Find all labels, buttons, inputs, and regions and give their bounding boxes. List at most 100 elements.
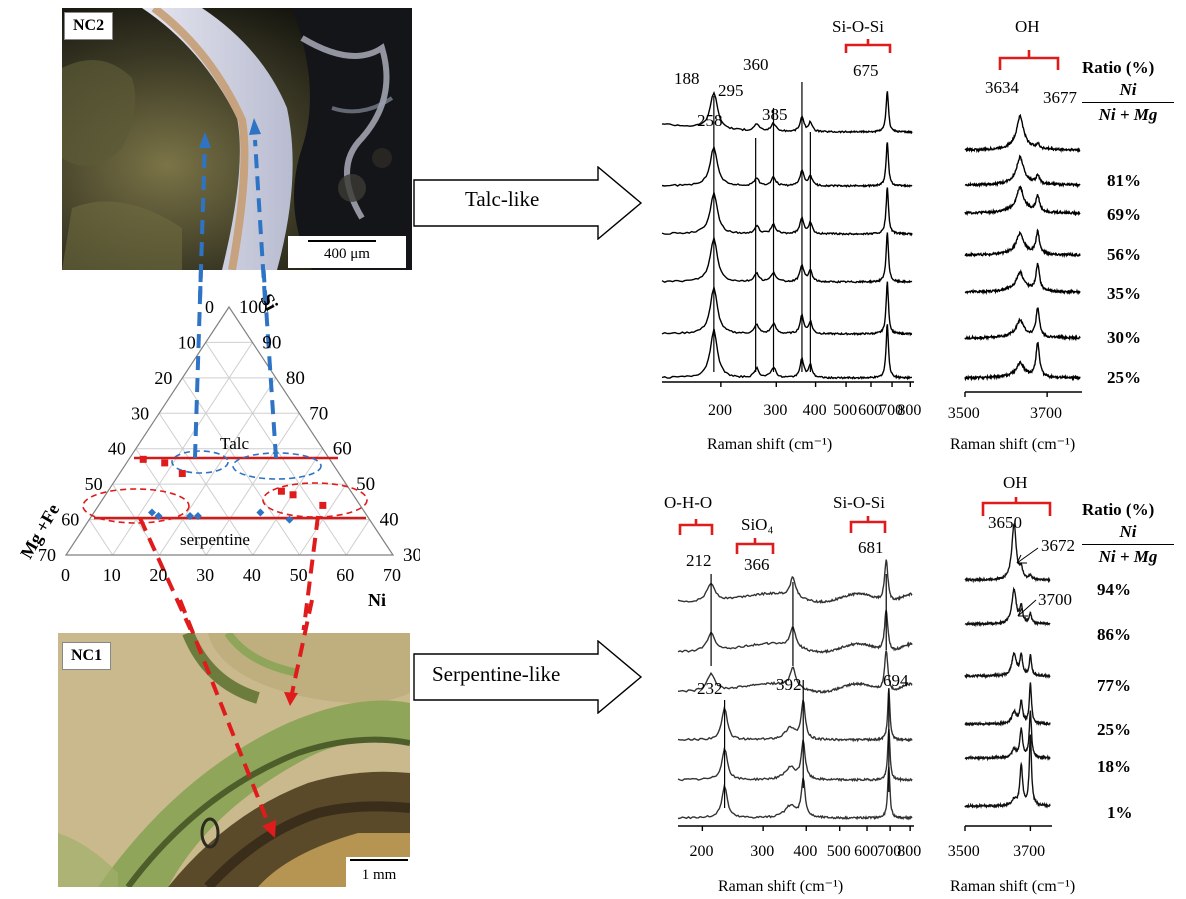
serpentine-data-point: [139, 455, 147, 463]
ternary-tick-bottom: 70: [383, 565, 401, 585]
bracket-icon: [678, 519, 714, 535]
serpentine-data-point: [178, 470, 186, 478]
ternary-tick-left: 20: [154, 368, 172, 388]
spectrum-tick-label: 500: [827, 843, 851, 860]
ternary-tick-bottom: 60: [336, 565, 354, 585]
serpentine-connector-right: [301, 515, 320, 630]
peak-label: 360: [743, 55, 769, 74]
ratio-fraction-bottom: Ni Ni + Mg: [1082, 522, 1174, 567]
ternary-gridline: [159, 377, 277, 556]
ratio-fraction-bar: [1082, 102, 1174, 103]
callout-arrows: [1016, 547, 1039, 617]
peak-label: 681: [858, 538, 884, 557]
block-arrow-icon: [413, 640, 643, 714]
spectrum-tick-label: 200: [689, 843, 713, 860]
peak-label: 212: [686, 551, 712, 570]
xaxis-title-serp-low: Raman shift (cm⁻¹): [718, 878, 844, 895]
ternary-field-talc: Talc: [220, 434, 249, 453]
raman-spectrum-line: [661, 324, 912, 381]
raman-spectrum-line: [964, 154, 1081, 189]
ternary-tick-right: 90: [262, 332, 281, 353]
scale-bar-line: [350, 859, 408, 861]
peak-label: 3700: [1038, 590, 1072, 609]
ternary-tick-right: 60: [333, 439, 352, 460]
raman-spectrum-line: [677, 559, 913, 605]
ratio-value: 25%: [1107, 368, 1141, 387]
raman-spectrum-line: [964, 523, 1051, 584]
raman-spectrum-line: [677, 766, 913, 821]
spectrum-tick-label: 300: [750, 843, 774, 860]
spectrum-tick-label: 400: [793, 843, 817, 860]
ternary-tick-left: 40: [108, 439, 126, 459]
ternary-gridline: [252, 448, 324, 556]
ratio-value: 18%: [1097, 757, 1131, 776]
band-label-sio4: SiO₄: [741, 515, 773, 534]
ratio-value: 35%: [1107, 284, 1141, 303]
serpentine-data-point: [289, 491, 297, 499]
ternary-gridline: [345, 519, 370, 556]
spectrum-tick-label: 200: [708, 402, 732, 419]
band-label-si-o-si-bottom: Si-O-Si: [833, 493, 885, 512]
bracket-icon: [981, 497, 1052, 516]
bracket-icon: [735, 538, 775, 554]
raman-spectrum-line: [677, 689, 913, 743]
ternary-tick-left: 10: [178, 332, 196, 352]
peak-label: 3634: [985, 78, 1020, 97]
talc-data-point: [186, 512, 195, 521]
ratio-value: 30%: [1107, 328, 1141, 347]
scale-bar-text: 1 mm: [361, 867, 397, 883]
ratio-value: 56%: [1107, 245, 1141, 264]
raman-spectrum-line: [661, 142, 913, 188]
ternary-tick-bottom: 40: [243, 565, 261, 585]
spectrum-tick-label: 3700: [1030, 405, 1062, 422]
peak-label: 366: [744, 555, 770, 574]
ternary-tick-right: 40: [380, 510, 399, 531]
spectrum-tick-label: 3700: [1013, 843, 1045, 860]
raman-spectrum-line: [677, 650, 913, 694]
talc-data-point: [154, 512, 163, 521]
ternary-tick-left: 60: [61, 510, 79, 530]
ratio-value: 1%: [1107, 803, 1133, 822]
ternary-tick-bottom: 0: [61, 565, 70, 585]
spectra-lines: [661, 91, 1081, 821]
spectrum-tick-label: 700: [879, 402, 903, 419]
micrograph-nc1-label: NC1: [62, 642, 112, 670]
ratio-value: 25%: [1097, 720, 1131, 739]
ternary-field-serpentine: serpentine: [180, 530, 250, 549]
serpentine-cluster-left: [82, 488, 190, 524]
ternary-tick-right: 80: [286, 368, 305, 389]
ternary-gridline: [88, 519, 114, 556]
bracket-icon: [849, 516, 887, 533]
ternary-points: [139, 455, 327, 524]
callout-arrow-icon: [1017, 599, 1037, 617]
talc-like-arrow: [413, 166, 643, 240]
block-arrow-icon: [413, 166, 643, 240]
raman-spectrum-line: [661, 281, 913, 337]
ratio-denominator: Ni + Mg: [1098, 105, 1158, 124]
bracket-icons: [678, 39, 1060, 554]
ratio-title-top: Ratio (%): [1082, 58, 1155, 77]
ternary-gridline: [182, 377, 300, 556]
scale-bar-nc1: 1 mm: [346, 857, 412, 887]
peak-label: 675: [853, 61, 879, 80]
ratio-denominator: Ni + Mg: [1098, 547, 1158, 566]
ternary-tick-bottom: 10: [103, 565, 121, 585]
peak-label: 3677: [1043, 88, 1078, 107]
talc-data-point: [256, 508, 265, 517]
spectrum-tick-label: 500: [833, 402, 857, 419]
spectrum-tick-label: 700: [877, 843, 901, 860]
raman-spectrum-line: [661, 187, 913, 237]
spectrum-tick-label: 3500: [948, 843, 980, 860]
spectrum-tick-label: 3500: [948, 405, 980, 422]
ternary-tick-left: 50: [85, 474, 103, 494]
raman-spectrum-line: [661, 91, 913, 135]
talc-data-point: [148, 508, 157, 517]
raman-spectrum-line: [964, 651, 1051, 680]
raman-spectrum-line: [677, 728, 913, 783]
raman-spectrum-line: [964, 586, 1051, 628]
ternary-tick-left: 70: [38, 545, 56, 565]
ratio-title-bottom: Ratio (%): [1082, 500, 1155, 519]
ternary-tick-bottom: 30: [196, 565, 214, 585]
